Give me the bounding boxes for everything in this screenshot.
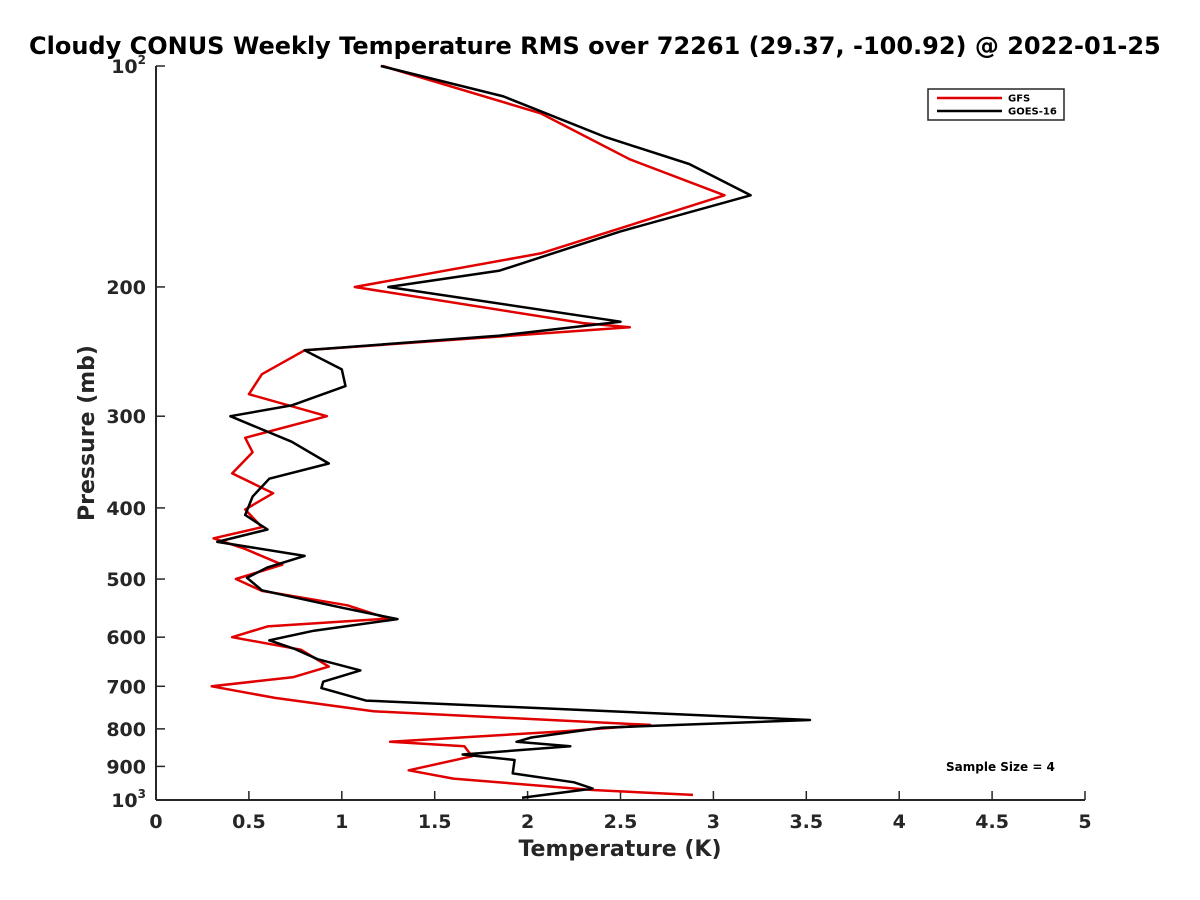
y-tick-label: 900: [106, 756, 146, 778]
x-tick-label: 0.5: [232, 811, 266, 833]
x-tick-label: 3: [707, 811, 720, 833]
x-tick-label: 1.5: [418, 811, 452, 833]
x-tick-label: 5: [1078, 811, 1091, 833]
x-tick-label: 2: [521, 811, 534, 833]
y-axis-label: Pressure (mb): [75, 345, 100, 521]
legend-label: GOES-16: [1008, 107, 1057, 118]
sample-size-annotation: Sample Size = 4: [946, 760, 1055, 774]
x-axis-label: Temperature (K): [518, 837, 721, 862]
y-tick-label: 800: [106, 719, 146, 741]
legend-box: [927, 88, 1065, 121]
y-tick-base: 10: [111, 790, 137, 812]
x-tick-label: 4: [893, 811, 906, 833]
y-tick-label: 300: [106, 406, 146, 428]
legend-entries: GFS GOES-16: [937, 94, 1057, 118]
y-tick-label: 600: [106, 627, 146, 649]
legend: GFS GOES-16: [927, 88, 1065, 121]
legend-label: GFS: [1008, 94, 1030, 105]
x-tick-label: 0: [149, 811, 162, 833]
y-tick-label: 103: [111, 787, 146, 812]
chart-title: Cloudy CONUS Weekly Temperature RMS over…: [29, 32, 1161, 60]
x-tick-label: 2.5: [604, 811, 638, 833]
y-tick-exponent: 2: [138, 53, 146, 67]
x-tick-label: 4.5: [975, 811, 1009, 833]
series-lines: [210, 64, 812, 800]
plot-area: 0 0.5 1 1.5 2 2.5 3 3.5 4 4.5 5 102200300400500600…: [106, 53, 1091, 833]
y-tick-label: 500: [106, 569, 146, 591]
y-tick-exponent: 3: [138, 787, 146, 801]
x-ticks: 0 0.5 1 1.5 2 2.5 3 3.5 4 4.5 5: [149, 791, 1092, 833]
y-tick-label: 200: [106, 277, 146, 299]
y-tick-label: 700: [106, 676, 146, 698]
x-tick-label: 1: [335, 811, 348, 833]
y-tick-base: 10: [111, 56, 137, 78]
y-tick-label: 102: [111, 53, 146, 78]
series-line-goes-16: [216, 64, 812, 800]
x-tick-label: 3.5: [789, 811, 823, 833]
y-tick-label: 400: [106, 498, 146, 520]
